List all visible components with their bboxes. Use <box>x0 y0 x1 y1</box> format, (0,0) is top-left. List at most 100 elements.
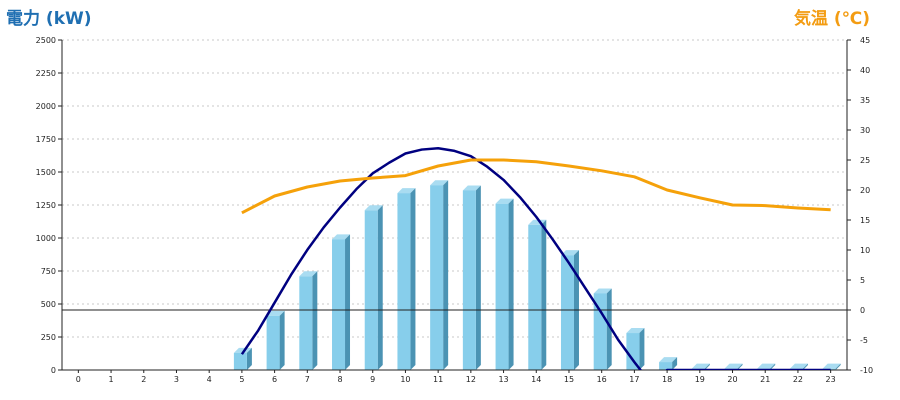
power-bar-top <box>495 198 514 204</box>
power-bar <box>495 198 514 370</box>
right-tick-label: -5 <box>860 336 868 345</box>
x-tick-label: 12 <box>466 375 476 384</box>
right-tick-label: 45 <box>860 36 870 45</box>
right-tick-label: -10 <box>860 366 873 375</box>
power-bar <box>397 188 416 370</box>
tick-labels: 02505007501000125015001750200022502500-1… <box>36 36 873 384</box>
power-bar <box>659 357 678 370</box>
left-tick-label: 0 <box>51 366 56 375</box>
left-tick-label: 1750 <box>36 135 56 144</box>
power-bar-front <box>233 352 247 370</box>
power-bar-front <box>495 203 509 370</box>
power-bar-front <box>626 333 640 370</box>
x-tick-label: 16 <box>597 375 607 384</box>
right-tick-label: 15 <box>860 216 870 225</box>
left-tick-label: 500 <box>41 300 56 309</box>
power-bar-top <box>332 234 351 240</box>
power-bar-top <box>691 363 710 369</box>
left-tick-label: 750 <box>41 267 56 276</box>
power-bar <box>332 234 351 370</box>
power-bar-side <box>606 288 612 370</box>
x-tick-label: 23 <box>826 375 836 384</box>
left-tick-label: 2000 <box>36 102 56 111</box>
left-tick-label: 250 <box>41 333 56 342</box>
series-lines <box>240 146 831 370</box>
power-bar-front <box>364 210 378 370</box>
left-axis-title: 電力 (kW) <box>6 9 92 29</box>
power-line <box>240 146 831 370</box>
x-tick-label: 13 <box>498 375 508 384</box>
left-tick-label: 1500 <box>36 168 56 177</box>
power-bar-side <box>672 357 678 370</box>
power-bar-top <box>364 205 383 211</box>
right-tick-label: 0 <box>860 306 865 315</box>
right-tick-label: 35 <box>860 96 870 105</box>
left-tick-label: 2500 <box>36 36 56 45</box>
x-tick-label: 5 <box>239 375 244 384</box>
left-tick-label: 2250 <box>36 69 56 78</box>
x-tick-label: 19 <box>695 375 705 384</box>
power-bar <box>266 310 285 370</box>
power-bar-top <box>757 363 776 369</box>
power-bar-top <box>560 250 579 256</box>
power-bar-side <box>770 363 776 370</box>
power-bar-side <box>246 347 252 370</box>
x-tick-label: 17 <box>629 375 639 384</box>
right-tick-label: 10 <box>860 246 870 255</box>
left-tick-label: 1000 <box>36 234 56 243</box>
power-bar-side <box>835 363 841 370</box>
temperature-line <box>241 158 831 215</box>
power-bar-front <box>430 185 444 370</box>
power-bar-side <box>704 363 710 370</box>
power-bar <box>626 328 645 370</box>
x-tick-label: 8 <box>337 375 342 384</box>
power-bar-top <box>397 188 416 194</box>
x-tick-label: 9 <box>370 375 375 384</box>
power-bar <box>528 219 547 370</box>
power-bar-top <box>626 328 645 334</box>
right-tick-label: 40 <box>860 66 870 75</box>
x-tick-label: 18 <box>662 375 672 384</box>
power-bar-side <box>410 188 416 370</box>
power-bar-top <box>659 357 678 363</box>
power-bar-top <box>462 185 481 191</box>
power-bar <box>430 180 449 370</box>
power-bar-front <box>299 276 313 370</box>
power-bar-side <box>377 205 383 370</box>
power-bar <box>462 185 481 370</box>
x-tick-label: 7 <box>305 375 310 384</box>
x-tick-label: 15 <box>564 375 574 384</box>
power-bar <box>364 205 383 370</box>
power-bars <box>233 180 841 370</box>
power-bar-front <box>528 224 542 370</box>
power-bar <box>299 271 318 370</box>
power-bar-top <box>266 310 285 316</box>
power-bar-top <box>789 363 808 369</box>
x-tick-label: 20 <box>727 375 737 384</box>
right-tick-label: 30 <box>860 126 870 135</box>
x-tick-label: 14 <box>531 375 541 384</box>
power-bar-side <box>541 219 547 370</box>
x-tick-label: 4 <box>207 375 212 384</box>
x-tick-label: 22 <box>793 375 803 384</box>
power-bar-front <box>266 315 280 370</box>
x-tick-label: 11 <box>433 375 443 384</box>
power-bar-side <box>279 310 285 370</box>
power-bar-side <box>508 198 514 370</box>
power-bar-front <box>593 293 607 370</box>
power-bar-top <box>299 271 318 277</box>
right-tick-label: 25 <box>860 156 870 165</box>
power-bar-top <box>822 363 841 369</box>
power-bar-side <box>737 363 743 370</box>
right-tick-label: 20 <box>860 186 870 195</box>
power-bar-side <box>345 234 351 370</box>
left-tick-label: 1250 <box>36 201 56 210</box>
power-bar-front <box>397 193 411 370</box>
power-bar-front <box>659 362 673 370</box>
power-bar-top <box>724 363 743 369</box>
x-tick-label: 3 <box>174 375 179 384</box>
power-bar-top <box>593 288 612 294</box>
power-bar-front <box>462 190 476 370</box>
power-bar <box>233 347 252 370</box>
